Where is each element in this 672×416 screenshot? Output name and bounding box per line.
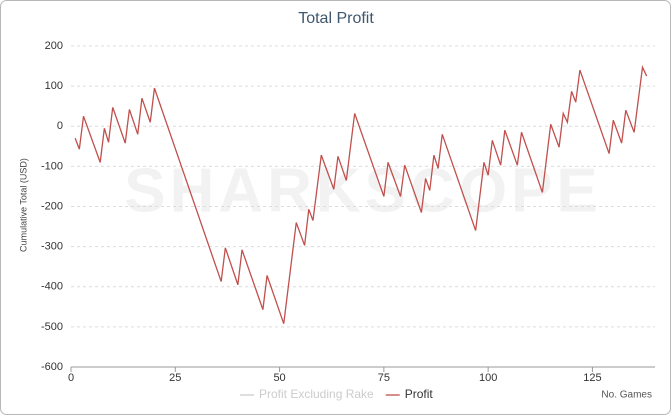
- y-tick-label: -200: [41, 200, 63, 212]
- y-tick-label: -400: [41, 281, 63, 293]
- x-tick-label: 100: [479, 372, 497, 384]
- y-tick-label: -100: [41, 160, 63, 172]
- y-tick-label: 0: [57, 120, 63, 132]
- x-axis-title: No. Games: [601, 390, 652, 401]
- y-axis-title: Cumulative Total (USD): [18, 158, 28, 252]
- x-tick-label: 0: [68, 372, 74, 384]
- legend: Profit Excluding Rake Profit: [240, 387, 433, 401]
- y-tick-label: -500: [41, 321, 63, 333]
- x-tick-label: 75: [378, 372, 390, 384]
- y-tick-label: -600: [41, 361, 63, 373]
- legend-label: Profit: [405, 387, 434, 401]
- y-tick-label: 200: [45, 40, 63, 52]
- x-tick-label: 125: [583, 372, 601, 384]
- y-tick-label: -300: [41, 241, 63, 253]
- x-tick-label: 25: [169, 372, 181, 384]
- x-tick-label: 50: [273, 372, 285, 384]
- legend-label: Profit Excluding Rake: [259, 387, 374, 401]
- line-series: [74, 64, 648, 324]
- watermark: SHARKSCOPE: [124, 156, 602, 225]
- y-tick-label: 100: [45, 80, 63, 92]
- chart-title: Total Profit: [298, 10, 374, 27]
